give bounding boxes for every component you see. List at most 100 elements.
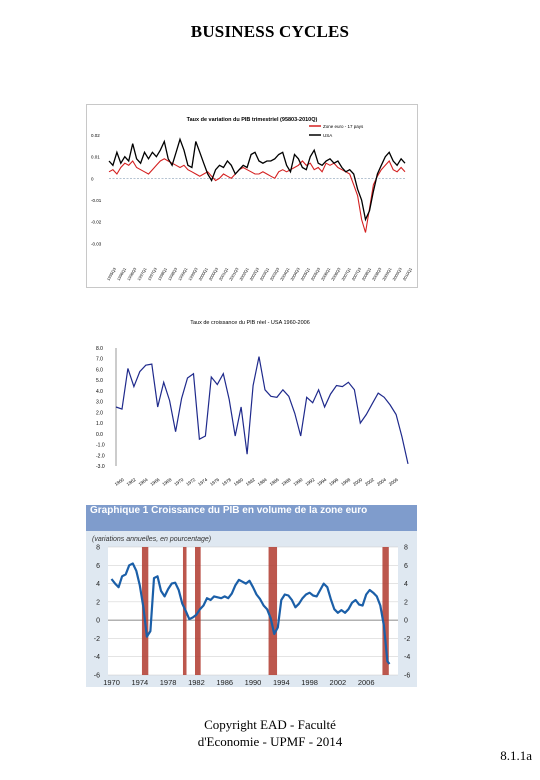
- eurozone-gdp-chart: Graphique 1 Croissance du PIB en volume …: [86, 505, 417, 687]
- eurozone-gdp-svg: Graphique 1 Croissance du PIB en volume …: [86, 505, 417, 687]
- chart3-y-tick-label-left: -4: [94, 654, 100, 661]
- footer-copyright: Copyright EAD - Faculté d'Economie - UPM…: [150, 716, 390, 750]
- chart2-x-tick-label: 1978: [221, 477, 232, 487]
- chart3-y-tick-label-left: -2: [94, 636, 100, 643]
- chart1-x-tick-label: 2003Q1: [259, 266, 271, 281]
- chart3-y-tick-label-right: 6: [404, 563, 408, 570]
- recession-band: [268, 547, 278, 675]
- chart1-x-tick-label: 2009Q3: [391, 266, 403, 281]
- chart2-x-tick-label: 1990: [292, 477, 303, 487]
- chart1-x-tick-label: 2006Q3: [330, 266, 342, 281]
- legend-label-zone-euro: Zone euro - 17 pays: [323, 124, 364, 129]
- chart1-x-tick-label: 1998Q3: [167, 266, 179, 281]
- chart1-title: Taux de variation du PIB trimestriel (95…: [187, 117, 318, 123]
- chart1-x-tick-label: 2009Q1: [381, 266, 393, 281]
- chart1-x-tick-label: 2002Q3: [248, 266, 260, 281]
- eurozone-gdp-growth-line: [110, 562, 391, 665]
- chart1-x-tick-label: 2001Q1: [218, 266, 230, 281]
- chart2-x-tick-label: 1988: [281, 477, 292, 487]
- chart2-x-tick-label: 1996: [328, 477, 339, 487]
- chart2-x-tick-label: 1994: [316, 477, 327, 487]
- chart1-x-tick-label: 1996Q1: [116, 266, 128, 281]
- usa-gdp-growth-line: [115, 356, 409, 465]
- chart3-y-tick-label-left: -6: [94, 673, 100, 680]
- chart2-y-tick-label: 3.0: [96, 400, 103, 406]
- chart2-y-tick-label: 6.0: [96, 367, 103, 373]
- quarterly-gdp-svg: Taux de variation du PIB trimestriel (95…: [91, 117, 414, 282]
- chart1-y-tick-label: 0.02: [91, 133, 100, 138]
- chart2-x-tick-label: 1964: [138, 477, 149, 487]
- usa-series-line: [108, 137, 406, 222]
- recession-band: [141, 547, 149, 675]
- chart3-x-tick-label: 1982: [188, 678, 205, 687]
- chart1-x-tick-label: 2002Q1: [238, 266, 250, 281]
- zone-euro-series-line: [108, 158, 406, 233]
- chart3-x-tick-label: 2006: [358, 678, 375, 687]
- chart3-y-tick-label-right: 8: [404, 545, 408, 552]
- chart3-y-tick-label-right: 4: [404, 581, 408, 588]
- chart3-x-tick-label: 1986: [216, 678, 233, 687]
- chart1-x-tick-label: 1996Q3: [126, 266, 138, 281]
- recession-band: [382, 547, 389, 675]
- chart2-x-tick-label: 1980: [233, 477, 244, 487]
- chart2-x-tick-label: 2004: [376, 477, 387, 487]
- chart1-x-tick-label: 2004Q1: [279, 266, 291, 281]
- chart2-y-tick-label: 8.0: [96, 346, 103, 352]
- chart1-y-tick-label: -0.03: [91, 241, 102, 246]
- chart2-x-tick-label: 2000: [352, 477, 363, 487]
- chart1-x-tick-label: 1999Q3: [187, 266, 199, 281]
- chart1-x-tick-label: 1999Q1: [177, 266, 189, 281]
- chart2-x-tick-label: 1970: [173, 477, 184, 487]
- chart3-y-tick-label-right: -4: [404, 654, 410, 661]
- chart2-x-tick-label: 1984: [257, 477, 268, 487]
- chart3-y-tick-label-left: 4: [96, 581, 100, 588]
- chart3-title-band: [86, 505, 417, 531]
- chart2-x-tick-label: 1960: [114, 477, 125, 487]
- chart3-y-tick-label-right: -2: [404, 636, 410, 643]
- legend-label-usa: USA: [323, 133, 332, 138]
- chart3-x-tick-label: 2002: [330, 678, 347, 687]
- footer-line-2: d'Economie - UPMF - 2014: [197, 734, 343, 749]
- chart1-x-tick-label: 1995Q3: [106, 266, 118, 281]
- chart1-x-tick-label: 2006Q1: [320, 266, 332, 281]
- chart1-x-tick-label: 2005Q3: [310, 266, 322, 281]
- chart2-y-tick-label: 7.0: [96, 357, 103, 363]
- chart2-x-tick-label: 1968: [161, 477, 172, 487]
- quarterly-gdp-chart: Taux de variation du PIB trimestriel (95…: [86, 104, 418, 288]
- chart3-plot-area: [108, 547, 398, 675]
- chart2-y-tick-label: 5.0: [96, 378, 103, 384]
- chart2-x-tick-label: 1974: [197, 477, 208, 487]
- chart1-x-tick-label: 2000Q3: [208, 266, 220, 281]
- page-title: BUSINESS CYCLES: [190, 22, 350, 41]
- chart1-x-tick-label: 2007Q3: [351, 266, 363, 281]
- chart1-x-tick-label: 1997Q3: [146, 266, 158, 281]
- chart3-x-tick-label: 1978: [160, 678, 177, 687]
- chart1-x-tick-label: 2008Q1: [361, 266, 373, 281]
- chart2-y-tick-label: -3.0: [96, 464, 105, 470]
- chart3-subtitle: (variations annuelles, en pourcentage): [92, 536, 211, 543]
- chart1-x-tick-label: 2008Q3: [371, 266, 383, 281]
- chart2-x-tick-label: 1986: [269, 477, 280, 487]
- chart3-x-tick-label: 1994: [273, 678, 290, 687]
- chart2-x-tick-label: 1992: [304, 477, 315, 487]
- chart1-y-tick-label: -0.02: [91, 220, 102, 225]
- chart2-x-tick-label: 2006: [388, 477, 399, 487]
- chart2-x-tick-label: 1998: [340, 477, 351, 487]
- chart1-x-tick-label: 2010Q1: [402, 266, 414, 281]
- chart3-y-tick-label-right: 0: [404, 618, 408, 625]
- chart3-y-tick-label-left: 8: [96, 545, 100, 552]
- chart1-legend: Zone euro - 17 pays USA: [309, 124, 364, 138]
- chart2-title: Taux de croissance du PIB réel - USA 196…: [190, 320, 310, 326]
- chart2-x-tick-label: 1976: [209, 477, 220, 487]
- footer-line-1: Copyright EAD - Faculté: [204, 717, 336, 732]
- chart1-x-tick-label: 2007Q1: [340, 266, 352, 281]
- chart2-y-tick-label: -2.0: [96, 453, 105, 459]
- usa-gdp-svg: Taux de croissance du PIB réel - USA 196…: [96, 320, 409, 487]
- chart3-x-tick-label: 1990: [245, 678, 262, 687]
- chart3-title: Graphique 1 Croissance du PIB en volume …: [90, 506, 368, 516]
- chart1-x-tick-label: 2003Q3: [269, 266, 281, 281]
- chart1-x-tick-label: 2004Q3: [289, 266, 301, 281]
- chart3-x-tick-label: 1998: [301, 678, 318, 687]
- chart2-x-tick-label: 1966: [149, 477, 160, 487]
- chart1-y-tick-label: 0: [91, 176, 94, 181]
